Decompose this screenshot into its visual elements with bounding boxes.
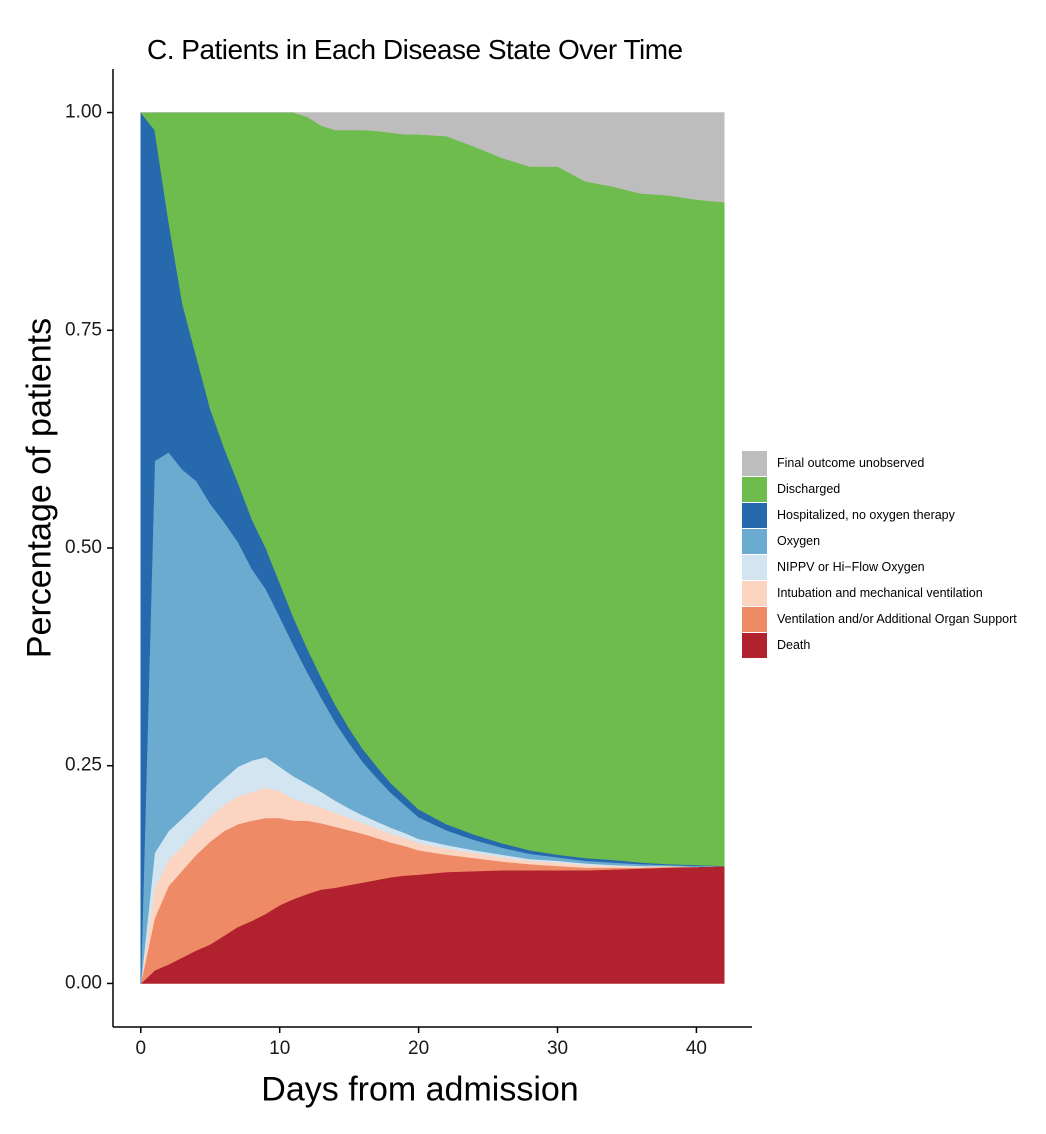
legend: Final outcome unobserved Discharged Hospit… — [742, 450, 1017, 658]
stacked-areas — [140, 111, 725, 985]
legend-item-hospitalized-no-oxygen-therapy: Hospitalized, no oxygen therapy — [742, 502, 1017, 528]
x-tick-label: 40 — [686, 1038, 707, 1059]
legend-label: Final outcome unobserved — [777, 456, 925, 470]
legend-swatch — [742, 476, 767, 502]
legend-item-final-outcome-unobserved: Final outcome unobserved — [742, 450, 1017, 476]
x-tick-label: 10 — [269, 1038, 290, 1059]
legend-item-oxygen: Oxygen — [742, 528, 1017, 554]
y-tick-label: 1.00 — [65, 102, 102, 123]
legend-swatch — [742, 528, 767, 554]
legend-item-discharged: Discharged — [742, 476, 1017, 502]
legend-swatch — [742, 606, 767, 632]
legend-label: Oxygen — [777, 534, 821, 548]
y-axis-label: Percentage of patients — [20, 317, 59, 659]
x-tick-label: 0 — [135, 1038, 146, 1059]
legend-item-ventilation-and-or-additional-organ-support: Ventilation and/or Additional Organ Supp… — [742, 606, 1017, 632]
y-tick-label: 0.75 — [65, 319, 102, 340]
legend-label: Ventilation and/or Additional Organ Supp… — [777, 612, 1017, 626]
axes: 0.00 0.25 0.50 0.75 1.00 0 10 20 30 40 — [65, 69, 752, 1059]
legend-item-intubation-and-mechanical-ventilation: Intubation and mechanical ventilation — [742, 580, 1017, 606]
y-tick-label: 0.25 — [65, 755, 102, 776]
legend-swatch — [742, 632, 767, 658]
legend-item-nippv-or-hi-flow-oxygen: NIPPV or Hi−Flow Oxygen — [742, 554, 1017, 580]
legend-swatch — [742, 580, 767, 606]
x-axis-label: Days from admission — [261, 1070, 579, 1109]
legend-label: Death — [777, 638, 811, 652]
legend-swatch — [742, 450, 767, 476]
legend-swatch — [742, 554, 767, 580]
legend-item-death: Death — [742, 632, 1017, 658]
legend-label: Discharged — [777, 482, 841, 496]
area-final-outcome-unobserved — [140, 112, 725, 203]
legend-label: NIPPV or Hi−Flow Oxygen — [777, 560, 925, 574]
x-tick-label: 20 — [408, 1038, 429, 1059]
legend-swatch — [742, 502, 767, 528]
legend-label: Hospitalized, no oxygen therapy — [777, 508, 955, 522]
y-tick-label: 0.50 — [65, 537, 102, 558]
chart-title: C. Patients in Each Disease State Over T… — [147, 34, 683, 65]
x-tick-label: 30 — [547, 1038, 568, 1059]
legend-label: Intubation and mechanical ventilation — [777, 586, 983, 600]
y-tick-label: 0.00 — [65, 972, 102, 993]
